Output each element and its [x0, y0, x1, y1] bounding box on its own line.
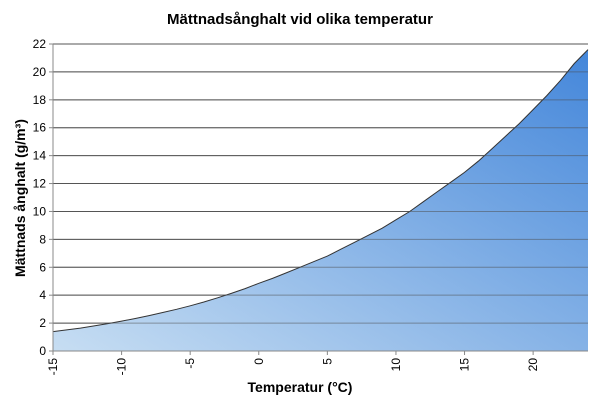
y-tick-label: 12	[33, 177, 47, 191]
y-tick-label: 4	[39, 288, 46, 302]
x-tick-label: 5	[320, 358, 334, 365]
series-line	[52, 49, 589, 333]
y-axis-label: Mättnads ånghalt (g/m³)	[12, 119, 28, 277]
x-axis-label: Temperatur (°C)	[248, 379, 353, 395]
y-tick-label: 20	[33, 65, 47, 79]
x-tick-label: -15	[46, 358, 60, 376]
x-tick-label: 0	[252, 358, 266, 365]
x-tick-label: -10	[115, 358, 129, 376]
chart-title: Mättnadsånghalt vid olika temperatur	[167, 11, 433, 28]
y-tick-label: 10	[33, 204, 47, 218]
x-tick-label: 10	[389, 358, 403, 372]
y-tick-label: 18	[33, 93, 47, 107]
y-tick-label: 0	[39, 344, 46, 358]
x-tick-label: 15	[458, 358, 472, 372]
y-tick-label: 14	[33, 149, 47, 163]
x-tick-label: -5	[183, 358, 197, 369]
x-tick-label: 20	[526, 358, 540, 372]
y-tick-label: 8	[39, 232, 46, 246]
y-tick-label: 22	[33, 37, 47, 51]
y-tick-label: 16	[33, 121, 47, 135]
y-tick-label: 2	[39, 316, 46, 330]
area-fill	[53, 49, 588, 351]
y-tick-label: 6	[39, 260, 46, 274]
